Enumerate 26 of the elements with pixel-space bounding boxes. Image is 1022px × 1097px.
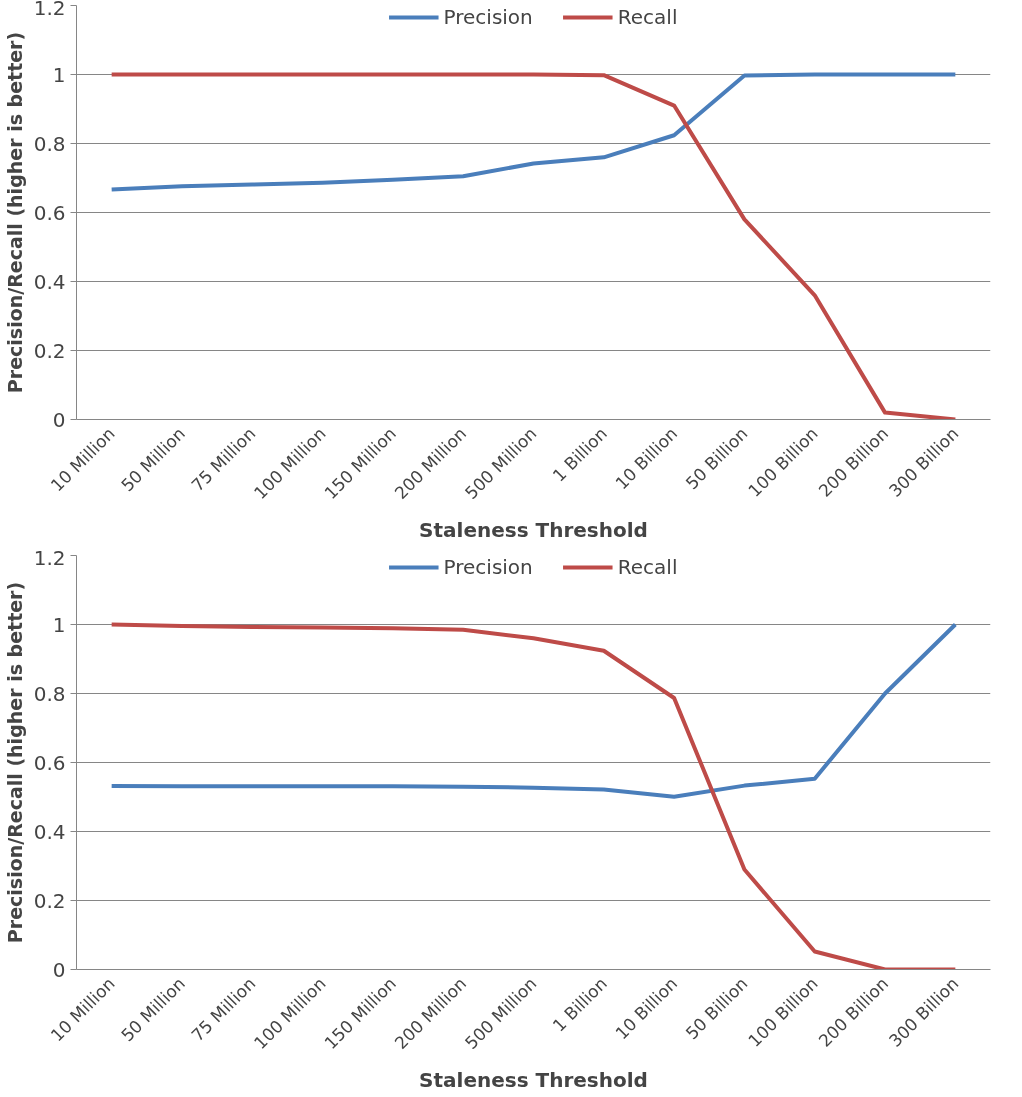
legend-label: Precision [443, 555, 533, 579]
y-tick-label: 1.2 [33, 545, 66, 570]
y-tick-label: 0.6 [33, 200, 66, 225]
line-series [109, 622, 958, 799]
y-tick-label: 0.2 [33, 888, 66, 913]
y-tick-label: 0.4 [33, 819, 66, 844]
legend-label: Precision [443, 5, 533, 29]
y-tick-label: 0.6 [33, 750, 66, 775]
y-tick-label: 0.8 [33, 681, 66, 706]
x-axis-title: Staleness Threshold [419, 518, 648, 543]
y-axis-title: Precision/Recall (higher is better) [3, 31, 26, 394]
y-tick-label: 0.2 [33, 338, 66, 363]
y-tick-label: 1 [52, 62, 66, 87]
legend-label: Recall [617, 555, 678, 579]
legend-label: Recall [617, 5, 678, 29]
y-tick-label: 0 [52, 407, 66, 432]
y-tick-label: 0 [52, 957, 66, 982]
line-series [109, 622, 958, 970]
y-axis-title: Precision/Recall (higher is better) [3, 581, 26, 944]
x-axis-title: Staleness Threshold [419, 1068, 648, 1093]
line-series [109, 72, 958, 420]
y-tick-label: 0.8 [33, 131, 66, 156]
y-tick-label: 0.4 [33, 269, 66, 294]
line-series [109, 72, 958, 192]
y-tick-label: 1 [52, 612, 66, 637]
y-tick-label: 1.2 [33, 0, 66, 20]
